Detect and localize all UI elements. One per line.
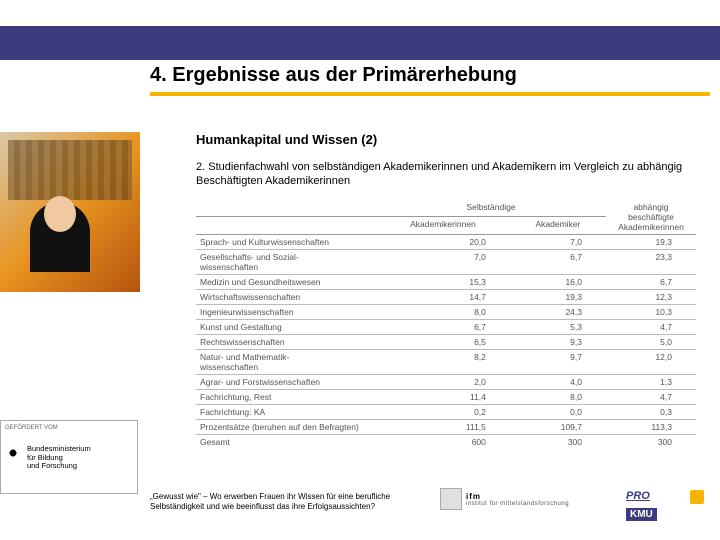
prokmu-logo: PRO KMU	[626, 486, 706, 516]
section-subheading: Humankapital und Wissen (2)	[196, 132, 377, 147]
table-row: Prozentsätze (beruhen auf den Befragten)…	[196, 420, 696, 435]
page-title: 4. Ergebnisse aus der Primärerhebung	[150, 64, 517, 87]
ifm-label: ifm	[466, 492, 569, 501]
table-row: Fachrichtung: KA0,20,00,3	[196, 405, 696, 420]
orange-square-icon	[690, 490, 704, 504]
kmu-label: KMU	[626, 508, 657, 521]
col-group: Selbständige	[376, 200, 606, 217]
table-row: Natur- und Mathematik-wissenschaften8,29…	[196, 350, 696, 375]
sponsor-logo: GEFÖRDERT VOM Bundesministeriumfür Bildu…	[0, 420, 138, 494]
ifm-sub: institut für mittelstandsforschung	[466, 501, 569, 507]
table-row: Wirtschaftswissenschaften14,719,312,3	[196, 290, 696, 305]
pro-label: PRO	[626, 490, 650, 502]
table-row: Kunst und Gestaltung6,75,34,7	[196, 320, 696, 335]
table-row: Agrar- und Forstwissenschaften2,04,01,3	[196, 375, 696, 390]
data-table: Selbständige abhängig beschäftigte Akade…	[196, 200, 696, 449]
ifm-logo: ifm institut für mittelstandsforschung	[440, 488, 569, 510]
table-row: Gesellschafts- und Sozial-wissenschaften…	[196, 250, 696, 275]
table-row: Medizin und Gesundheitswesen15,316,06,7	[196, 275, 696, 290]
table-row: Sprach- und Kulturwissenschaften20,07,01…	[196, 235, 696, 250]
ifm-icon	[440, 488, 462, 510]
eagle-icon	[5, 445, 21, 461]
table-row: Gesamt600300300	[196, 435, 696, 450]
sidebar-photo	[0, 132, 140, 292]
col2-header: Akademiker	[510, 217, 606, 235]
table-row: Ingenieurwissenschaften8,024,310,3	[196, 305, 696, 320]
table-row: Fachrichtung, Rest11,48,04,7	[196, 390, 696, 405]
header-bar	[0, 26, 720, 60]
col3-header: abhängig beschäftigte Akademikerinnen	[606, 200, 696, 235]
col1-header: Akademikerinnen	[376, 217, 510, 235]
sponsor-name: Bundesministeriumfür Bildungund Forschun…	[27, 445, 91, 471]
table-row: Rechtswissenschaften6,59,35,0	[196, 335, 696, 350]
sponsor-top: GEFÖRDERT VOM	[5, 425, 133, 431]
accent-line	[150, 92, 710, 96]
footer-caption: „Gewusst wie" – Wo erwerben Frauen ihr W…	[150, 492, 410, 511]
section-body: 2. Studienfachwahl von selbständigen Aka…	[196, 160, 696, 189]
